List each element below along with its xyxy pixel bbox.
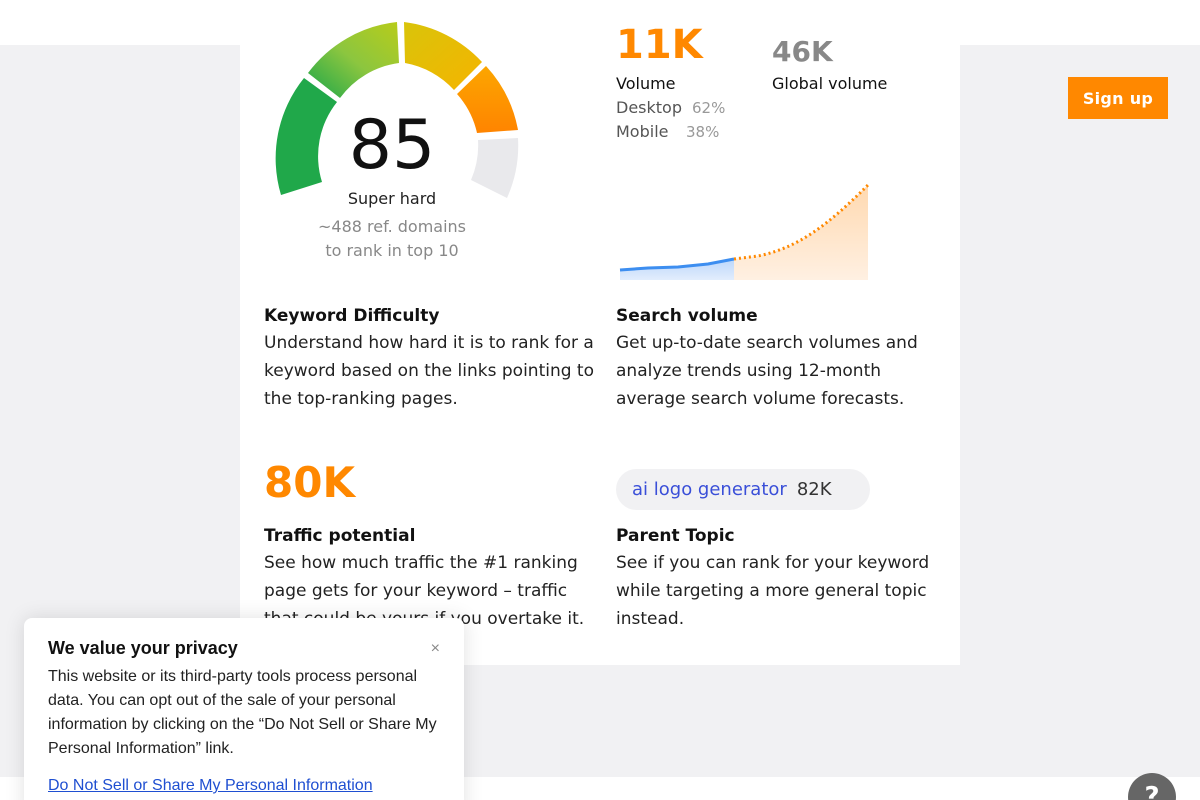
- forecast-area: [734, 185, 868, 280]
- forecast-line: [733, 183, 870, 261]
- ref-domains-line1: ~488 ref. domains: [318, 217, 466, 236]
- parent-topic-title: Parent Topic: [616, 526, 735, 546]
- gauge-segment-yellow: [404, 22, 482, 90]
- gauge-segment-green: [275, 78, 337, 195]
- parent-topic-pill: ai logo generator 82K: [616, 469, 870, 510]
- difficulty-level: Super hard: [348, 189, 436, 208]
- gauge-segment-lime: [308, 22, 399, 98]
- gauge-segment-orange: [457, 66, 518, 133]
- ref-domains-line2: to rank in top 10: [325, 241, 458, 260]
- volume-label: Volume: [616, 74, 676, 93]
- privacy-banner: × We value your privacy This website or …: [24, 618, 464, 800]
- traffic-potential-title: Traffic potential: [264, 526, 416, 546]
- gauge-segment-remaining: [471, 138, 519, 198]
- mobile-label: Mobile: [616, 122, 669, 141]
- global-volume-label: Global volume: [772, 74, 888, 93]
- privacy-body: This website or its third-party tools pr…: [48, 668, 437, 757]
- mobile-percent: 38%: [686, 123, 720, 141]
- parent-topic-description: See if you can rank for your keyword whi…: [616, 553, 930, 629]
- history-line: [619, 257, 735, 272]
- keyword-difficulty-description: Understand how hard it is to rank for a …: [264, 333, 594, 409]
- features-card: 85 Super hard ~488 ref. domains to rank …: [240, 0, 960, 665]
- difficulty-score: 85: [349, 106, 436, 185]
- desktop-percent: 62%: [692, 99, 726, 117]
- close-icon[interactable]: ×: [430, 640, 440, 657]
- volume-trend-sparkline: [619, 183, 870, 280]
- desktop-label: Desktop: [616, 98, 682, 117]
- do-not-sell-link[interactable]: Do Not Sell or Share My Personal Informa…: [48, 777, 373, 794]
- difficulty-gauge: 85 Super hard ~488 ref. domains to rank …: [275, 22, 519, 260]
- keyword-difficulty-title: Keyword Difficulty: [264, 306, 440, 326]
- parent-topic-keyword: ai logo generator: [632, 479, 787, 500]
- signup-button[interactable]: Sign up: [1068, 77, 1168, 119]
- traffic-potential-value: 80K: [264, 458, 355, 507]
- global-volume-value: 46K: [772, 35, 833, 68]
- parent-topic-volume: 82K: [796, 479, 832, 500]
- search-volume-title: Search volume: [616, 306, 758, 326]
- volume-value: 11K: [616, 22, 703, 68]
- search-volume-description: Get up-to-date search volumes and analyz…: [616, 333, 918, 409]
- privacy-title: We value your privacy: [48, 638, 238, 658]
